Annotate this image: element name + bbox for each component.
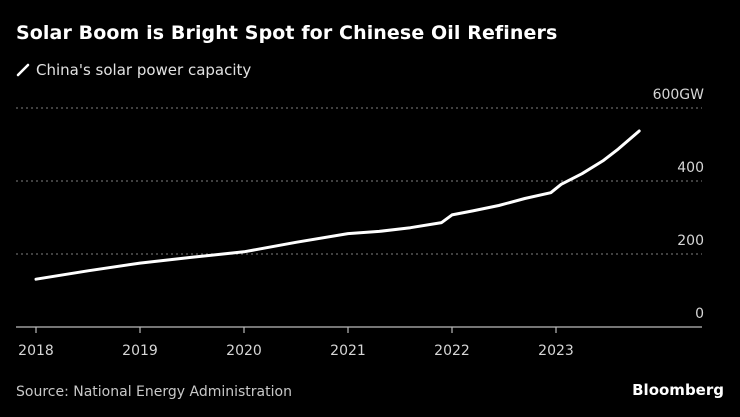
y-tick-label: 600GW [653,87,705,103]
x-tick-label: 2022 [434,343,470,359]
x-tick-label: 2018 [18,343,54,359]
legend-label: China's solar power capacity [36,61,252,79]
x-tick-label: 2019 [122,343,158,359]
y-axis: 0 200 400 600GW [653,87,705,322]
series-group [34,129,641,281]
y-tick-label: 400 [677,160,704,176]
gridlines [16,107,702,255]
series-line-solar-capacity [34,129,641,281]
brand-logo: Bloomberg [632,381,724,399]
x-tick-label: 2021 [330,343,366,359]
legend-line-icon [16,63,30,77]
x-tick-label: 2023 [538,343,574,359]
x-tick-label: 2020 [226,343,262,359]
y-tick-label: 0 [695,306,704,322]
x-axis: 2018 2019 2020 2021 2022 2023 [16,326,702,359]
chart-title: Solar Boom is Bright Spot for Chinese Oi… [16,22,558,44]
source-note: Source: National Energy Administration [16,384,292,400]
legend: China's solar power capacity [16,61,251,79]
y-tick-label: 200 [677,233,704,249]
